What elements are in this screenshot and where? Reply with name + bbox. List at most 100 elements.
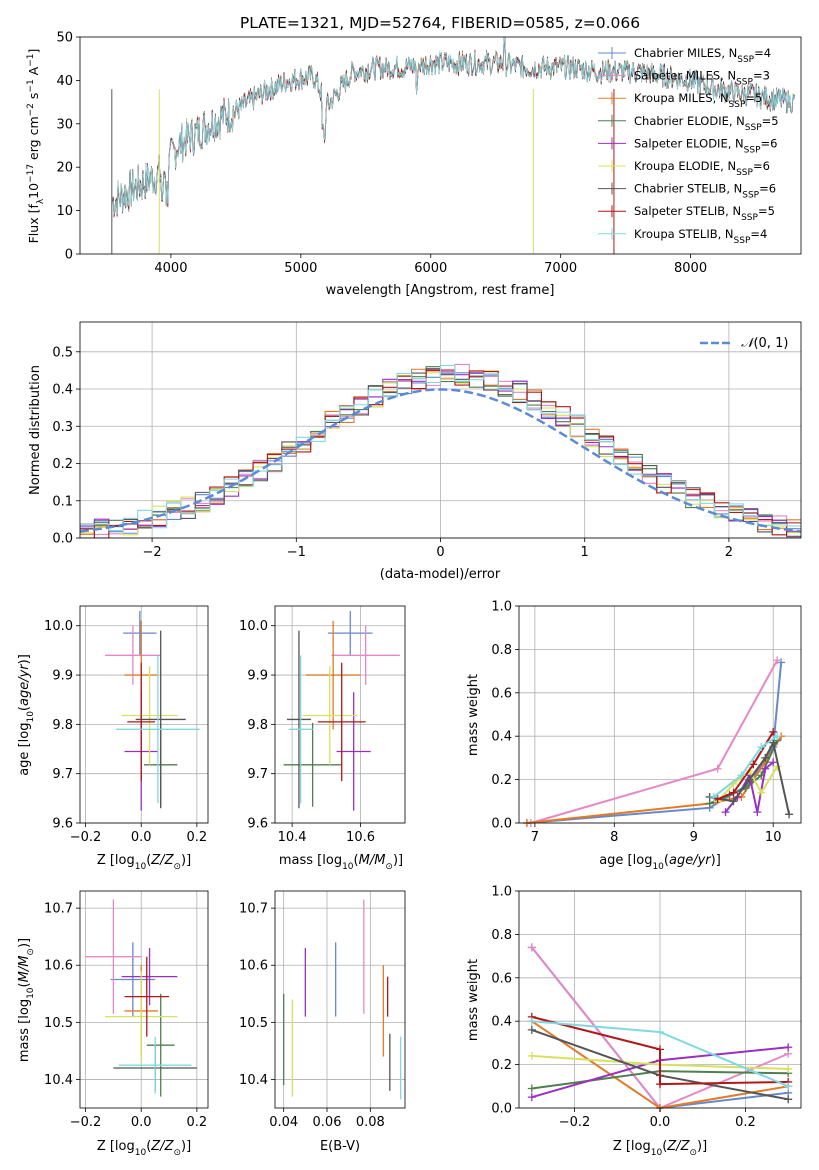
y-tick-label: 1.0 — [491, 600, 512, 615]
weight-line — [713, 735, 778, 798]
weight-marker — [784, 1043, 793, 1052]
y-tick-label: 10.4 — [44, 1073, 73, 1088]
x-tick-label: 10.6 — [346, 830, 375, 845]
age_vs_mass-frame — [274, 605, 406, 824]
y-tick-label: 0.4 — [491, 730, 512, 745]
y-tick-label: 10.0 — [239, 619, 268, 634]
errorbar-point — [105, 625, 161, 685]
weight-marker — [527, 1093, 536, 1102]
x-tick-label: 7 — [531, 830, 539, 845]
legend-label: Salpeter STELIB, NSSP=5 — [634, 204, 775, 223]
x-tick-label: −0.2 — [70, 1115, 102, 1130]
age_vs_mass-panel: 10.4 10.6 9.6 9.7 9.8 9.9 10.0 mass [log10(M/M⊙… — [239, 605, 406, 872]
y-tick-label: 0.6 — [491, 971, 512, 986]
x-tick-label: −1 — [287, 545, 306, 560]
legend-label: Kroupa STELIB, NSSP=4 — [634, 227, 767, 246]
residuals-axes: −2 −1 0 1 2 0.0 0.1 0.2 0.3 0.4 0.5 𝒩(0, 1) (data-mo… — [28, 321, 802, 582]
weight-line — [717, 731, 775, 801]
weight_vs_age-grid — [519, 605, 801, 824]
legend-label: Salpeter ELODIE, NSSP=6 — [634, 136, 777, 155]
spectrum-panel: 4000 5000 6000 7000 8000 0 10 20 30 40 50 Chabrier … — [26, 14, 802, 298]
weight-line — [530, 659, 779, 824]
weight-marker — [721, 808, 730, 817]
errorbar-point — [121, 948, 178, 1006]
x-tick-label: 0.08 — [356, 1115, 385, 1130]
weight_vs_age-panel: 7 8 9 10 0.0 0.2 0.4 0.6 0.8 1.0 age [log10(age/yr… — [466, 600, 802, 872]
y-tick-label: 0.6 — [491, 686, 512, 701]
histogram-step — [80, 364, 801, 531]
y-tick-label: 10.7 — [44, 902, 73, 917]
y-tick-label: 9.9 — [247, 669, 268, 684]
weight-marker — [527, 1051, 536, 1060]
normal-curve — [80, 388, 801, 533]
weight_vs_age-plot — [522, 656, 794, 827]
x-tick-label: −2 — [143, 545, 162, 560]
weight-marker — [769, 727, 778, 736]
x-tick-label: 8 — [610, 830, 618, 845]
mass_vs_Z-axes: −0.2 0.0 0.2 10.4 10.5 10.6 10.7 Z [log10(Z/Z⊙)… — [17, 890, 209, 1158]
weight-marker — [527, 1084, 536, 1093]
weight-marker — [757, 788, 766, 797]
legend-label: Chabrier ELODIE, NSSP=5 — [634, 114, 779, 133]
weight-line — [709, 739, 791, 815]
x-tick-label: 0.2 — [187, 830, 208, 845]
x-axis-label: Z [log10(Z/Z⊙)] — [613, 1139, 707, 1158]
legend-label: Chabrier STELIB, NSSP=6 — [634, 182, 776, 201]
age_vs_Z-frame — [79, 605, 209, 824]
errorbar-point — [317, 662, 366, 782]
x-tick-label: 0.04 — [269, 1115, 298, 1130]
weight-marker — [737, 771, 746, 780]
errorbar-point — [331, 625, 400, 685]
x-tick-label: 0 — [436, 545, 444, 560]
x-tick-label: 0.2 — [735, 1115, 756, 1130]
mass_vs_Z-panel: −0.2 0.0 0.2 10.4 10.5 10.6 10.7 Z [log10(Z/Z⊙)… — [17, 890, 209, 1158]
weight-marker — [713, 764, 722, 773]
y-tick-label: 0.1 — [52, 494, 73, 509]
y-tick-label: 20 — [56, 161, 73, 176]
y-tick-label: 0.5 — [52, 345, 73, 360]
x-tick-label: 2 — [725, 545, 733, 560]
weight-marker — [656, 1045, 664, 1054]
weight-marker — [785, 810, 794, 819]
errorbar-point — [85, 899, 142, 1014]
weight_vs_age-frame — [518, 605, 802, 824]
y-tick-label: 9.6 — [247, 817, 268, 832]
x-tick-label: 0.0 — [650, 1115, 671, 1130]
weight-marker — [656, 1028, 664, 1037]
spectrum-legend: Chabrier MILES, NSSP=4 Salpeter MILES, NS… — [598, 46, 779, 246]
x-axis-label: (data-model)/error — [380, 567, 501, 582]
x-axis-label: wavelength [Angstrom, rest frame] — [326, 283, 555, 298]
y-tick-label: 10.6 — [44, 959, 73, 974]
weight-marker — [527, 1025, 536, 1034]
errorbar-point — [283, 722, 342, 807]
x-tick-label: 4000 — [154, 261, 187, 276]
age_vs_mass-grid — [275, 606, 405, 824]
x-tick-label: 1 — [581, 545, 589, 560]
weight-marker — [757, 743, 766, 752]
histogram-legend: 𝒩(0, 1) — [700, 336, 788, 351]
errorbar-point — [110, 942, 156, 1017]
x-tick-label: 8000 — [674, 261, 707, 276]
mass_vs_Z-frame — [79, 890, 209, 1109]
spectrum-lines — [111, 37, 795, 254]
histograms — [80, 363, 801, 538]
spectrum-axes: 4000 5000 6000 7000 8000 0 10 20 30 40 50 Chabrier … — [26, 14, 802, 298]
mass_vs_Z-grid — [80, 891, 208, 1108]
y-tick-label: 0.0 — [52, 532, 73, 547]
errorbar-point — [135, 630, 186, 809]
mass_vs_Z-plot — [85, 899, 197, 1097]
errorbar-point — [146, 993, 175, 1097]
errorbar-point — [105, 970, 178, 1063]
y-tick-label: 0.8 — [491, 928, 512, 943]
x-tick-label: −0.2 — [559, 1115, 591, 1130]
x-axis-label: mass [log10(M/M⊙)] — [279, 853, 403, 872]
weight-marker — [784, 1082, 793, 1091]
weight-marker — [729, 797, 738, 806]
errorbar-point — [118, 1036, 192, 1094]
residuals-plot — [80, 363, 801, 538]
weight-marker — [773, 656, 782, 665]
x-axis-label: Z [log10(Z/Z⊙)] — [97, 1139, 191, 1158]
residuals-panel: −2 −1 0 1 2 0.0 0.1 0.2 0.3 0.4 0.5 𝒩(0, 1) (data-mo… — [28, 321, 802, 582]
x-tick-label: 6000 — [414, 261, 447, 276]
y-tick-label: 9.7 — [52, 767, 73, 782]
